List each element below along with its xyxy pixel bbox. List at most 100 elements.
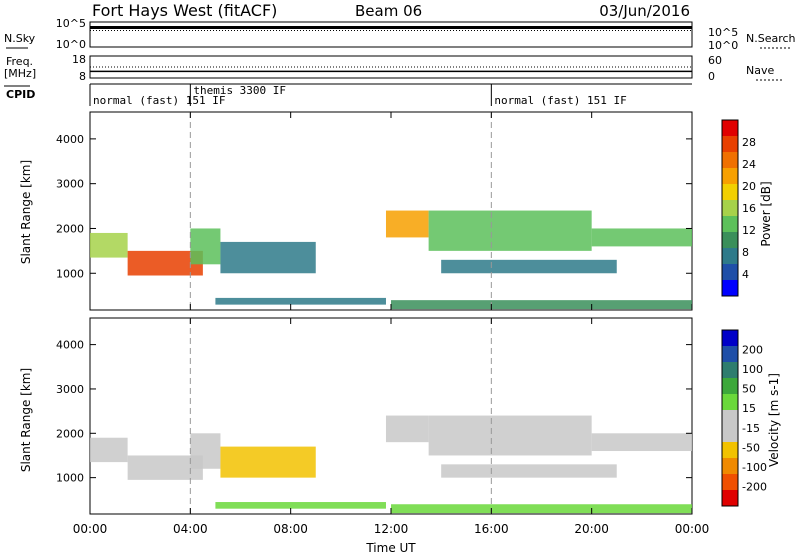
x-tick-label: 12:00 — [374, 522, 409, 536]
velocity-colorbar-swatch — [722, 442, 738, 459]
noise-right-tick-bottom: 10^0 — [708, 39, 738, 52]
velocity-colorbar-label: Velocity [m s-1] — [767, 373, 781, 467]
velocity-colorbar-swatch — [722, 378, 738, 395]
power-panel: 1000 2000 3000 4000 — [56, 111, 693, 311]
power-y-tick-label: 3000 — [56, 178, 84, 191]
power-colorbar-tick-label: 24 — [742, 158, 756, 171]
velocity-colorbar-swatch — [722, 410, 738, 427]
power-colorbar-tick-label: 4 — [742, 268, 749, 281]
power-y-tick-label: 4000 — [56, 133, 84, 146]
x-tick-label: 20:00 — [574, 522, 609, 536]
freq-right-label: Nave — [746, 64, 774, 77]
noise-panel: N.Sky 10^5 10^0 10^5 10^0 N.Search — [4, 17, 796, 52]
power-colorbar-tick-label: 20 — [742, 180, 756, 193]
power-colorbar: 28 24 20 16 12 8 4 — [721, 119, 756, 297]
power-colorbar-tick-label: 16 — [742, 202, 756, 215]
power-echo-region-3 — [220, 241, 316, 274]
velocity-y-tick-label: 2000 — [56, 427, 84, 440]
power-colorbar-swatch — [722, 248, 738, 265]
velocity-colorbar-swatch — [722, 330, 738, 347]
noise-panel-frame — [89, 21, 693, 48]
velocity-colorbar-swatch — [722, 394, 738, 411]
velocity-y-axis-label: Slant Range [km] — [19, 368, 33, 472]
power-echo-region-7 — [591, 228, 692, 247]
power-echo-region-6 — [428, 210, 592, 251]
velocity-colorbar-tick-label: -200 — [742, 480, 767, 493]
velocity-echo-region-8 — [441, 464, 617, 478]
velocity-colorbar-swatch — [722, 474, 738, 491]
velocity-colorbar-frame — [721, 329, 739, 507]
power-echo-region-4 — [215, 297, 386, 305]
x-tick-label: 00:00 — [675, 522, 710, 536]
noise-right-tick-top: 10^5 — [708, 26, 738, 39]
beam-title: Beam 06 — [355, 2, 422, 20]
power-echo-region-8 — [441, 259, 617, 274]
power-y-tick-label: 2000 — [56, 222, 84, 235]
freq-panel: Freq. [MHz] 18 8 60 0 Nave — [4, 53, 784, 83]
power-colorbar-tick-label: 28 — [742, 136, 756, 149]
velocity-colorbar-tick-label: 100 — [742, 363, 763, 376]
power-echo-region-9 — [391, 300, 692, 310]
power-colorbar-swatch — [722, 200, 738, 217]
power-colorbar-swatch — [722, 168, 738, 185]
velocity-echo-region-2 — [190, 433, 221, 469]
power-colorbar-label: Power [dB] — [759, 181, 773, 246]
x-tick-label: 00:00 — [73, 522, 108, 536]
velocity-colorbar-tick-label: -100 — [742, 461, 767, 474]
velocity-colorbar-tick-label: 50 — [742, 383, 756, 396]
x-tick-label: 04:00 — [173, 522, 208, 536]
cpid-segment-2: normal (fast) 151 IF — [494, 94, 626, 107]
cpid-label: CPID — [6, 88, 35, 101]
noise-right-label: N.Search — [746, 32, 796, 45]
velocity-echo-region-7 — [591, 433, 692, 452]
date-title: 03/Jun/2016 — [599, 2, 690, 20]
cpid-segment-1: themis 3300 IF — [193, 84, 286, 97]
velocity-echo-region-0 — [90, 437, 128, 463]
power-echo-region-2 — [190, 228, 221, 265]
freq-right-tick-bottom: 0 — [708, 70, 715, 83]
velocity-colorbar: 200 100 50 15 -15 -50 -100 -200 — [721, 329, 767, 507]
noise-left-label: N.Sky — [4, 32, 36, 45]
velocity-colorbar-swatch — [722, 490, 738, 507]
velocity-colorbar-tick-label: -15 — [742, 422, 760, 435]
velocity-colorbar-tick-label: 15 — [742, 402, 756, 415]
power-colorbar-swatch — [722, 136, 738, 153]
power-colorbar-swatch — [722, 152, 738, 169]
velocity-colorbar-swatch — [722, 362, 738, 379]
power-echo-region-5 — [385, 210, 429, 238]
station-title: Fort Hays West (fitACF) — [92, 1, 277, 20]
freq-right-tick-top: 60 — [708, 54, 722, 67]
velocity-echo-region-9 — [391, 504, 692, 514]
velocity-y-tick-label: 1000 — [56, 472, 84, 485]
power-y-tick-label: 1000 — [56, 267, 84, 280]
velocity-colorbar-swatch — [722, 458, 738, 475]
power-colorbar-swatch — [722, 120, 738, 137]
noise-left-tick-top: 10^5 — [56, 17, 86, 30]
power-colorbar-swatch — [722, 184, 738, 201]
noise-left-tick-bottom: 10^0 — [56, 38, 86, 51]
velocity-echo-region-3 — [220, 446, 316, 478]
x-axis: 00:00 04:00 08:00 12:00 16:00 20:00 00:00 — [73, 522, 710, 536]
power-colorbar-swatch — [722, 216, 738, 233]
power-colorbar-frame — [721, 119, 739, 297]
velocity-y-tick-label: 4000 — [56, 339, 84, 352]
freq-left-label-1: Freq. — [6, 55, 33, 68]
power-colorbar-swatch — [722, 280, 738, 297]
velocity-colorbar-tick-label: 200 — [742, 344, 763, 357]
cpid-segment-0: normal (fast) 151 IF — [93, 94, 225, 107]
freq-left-label-2: [MHz] — [4, 67, 36, 80]
velocity-y-tick-label: 3000 — [56, 383, 84, 396]
x-axis-label: Time UT — [365, 541, 416, 554]
power-colorbar-swatch — [722, 264, 738, 281]
power-colorbar-tick-label: 8 — [742, 246, 749, 259]
velocity-echo-region-5 — [385, 415, 429, 443]
velocity-echo-region-4 — [215, 502, 386, 509]
power-colorbar-tick-label: 12 — [742, 224, 756, 237]
freq-left-tick-bottom: 8 — [79, 70, 86, 83]
freq-left-tick-top: 18 — [72, 53, 86, 66]
power-y-axis-label: Slant Range [km] — [19, 160, 33, 264]
velocity-panel: 1000 2000 3000 4000 — [56, 317, 693, 515]
velocity-colorbar-tick-label: -50 — [742, 441, 760, 454]
